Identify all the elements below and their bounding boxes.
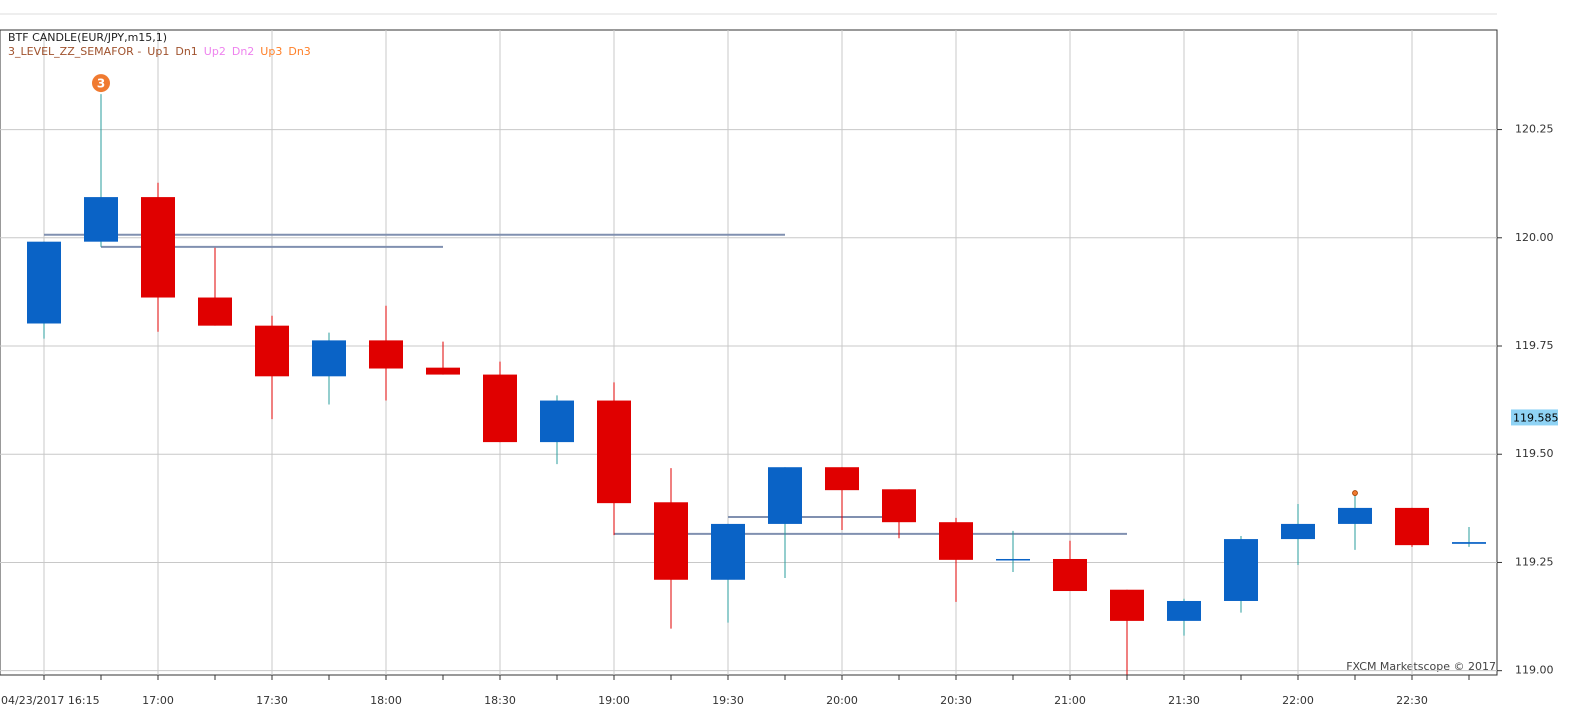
candle-body bbox=[255, 325, 289, 377]
legend-item: Dn1 bbox=[175, 45, 198, 58]
indicator-legend: 3_LEVEL_ZZ_SEMAFOR - Up1 Dn1 Up2 Dn2 Up3 Dn3 bbox=[8, 45, 317, 59]
candle-body bbox=[1338, 507, 1372, 524]
y-tick-label: 119.25 bbox=[1515, 555, 1554, 568]
legend-item: Up2 bbox=[203, 45, 226, 58]
candle-body bbox=[1281, 523, 1315, 540]
candle-body bbox=[1395, 507, 1429, 546]
x-tick-label: 21:00 bbox=[1054, 694, 1086, 707]
legend-item: Up1 bbox=[147, 45, 170, 58]
candle-body bbox=[483, 374, 517, 443]
semafor-label: 3 bbox=[97, 77, 105, 91]
candle-body bbox=[540, 400, 574, 443]
x-tick-label: 17:30 bbox=[256, 694, 288, 707]
legend-item: Dn3 bbox=[288, 45, 311, 58]
price-tag-label: 119.585 bbox=[1513, 411, 1559, 424]
legend: BTF CANDLE(EUR/JPY,m15,1) 3_LEVEL_ZZ_SEM… bbox=[8, 31, 317, 59]
candle-body bbox=[1224, 539, 1258, 601]
x-tick-label: 19:30 bbox=[712, 694, 744, 707]
legend-item: Up3 bbox=[260, 45, 283, 58]
candle-body bbox=[1053, 558, 1087, 592]
x-tick-label: 22:00 bbox=[1282, 694, 1314, 707]
plot-frame bbox=[0, 29, 1498, 676]
x-tick-label: 04/23/2017 16:15 bbox=[1, 694, 100, 707]
watermark: FXCM Marketscope © 2017 bbox=[1346, 660, 1496, 673]
y-tick-label: 119.75 bbox=[1515, 339, 1554, 352]
semafor-dot bbox=[1352, 490, 1358, 496]
semafor-marker bbox=[92, 74, 110, 93]
x-tick-label: 22:30 bbox=[1396, 694, 1428, 707]
x-tick-label: 19:00 bbox=[598, 694, 630, 707]
legend-item: Dn2 bbox=[231, 45, 255, 58]
candle-body bbox=[27, 241, 61, 324]
y-tick-label: 120.25 bbox=[1515, 123, 1554, 136]
candle-body bbox=[1167, 600, 1201, 621]
candle-body bbox=[141, 197, 175, 298]
candle-body bbox=[711, 523, 745, 580]
candle-body bbox=[939, 522, 973, 560]
candle-body bbox=[882, 489, 916, 523]
y-tick-label: 119.00 bbox=[1515, 664, 1554, 677]
x-tick-label: 20:00 bbox=[826, 694, 858, 707]
x-tick-label: 17:00 bbox=[142, 694, 174, 707]
x-tick-label: 21:30 bbox=[1168, 694, 1200, 707]
candle-body bbox=[312, 340, 346, 377]
candle-body bbox=[198, 297, 232, 326]
x-tick-label: 18:00 bbox=[370, 694, 402, 707]
candle-body bbox=[768, 467, 802, 524]
candle-body bbox=[426, 367, 460, 375]
candle-body bbox=[84, 197, 118, 242]
candle-body bbox=[825, 467, 859, 491]
candle-body bbox=[996, 558, 1030, 561]
candle-body bbox=[1110, 589, 1144, 621]
candle-body bbox=[1452, 542, 1486, 544]
candle-body bbox=[597, 400, 631, 504]
candle-body bbox=[654, 502, 688, 580]
indicator-name: 3_LEVEL_ZZ_SEMAFOR - bbox=[8, 45, 142, 58]
y-tick-label: 119.50 bbox=[1515, 447, 1554, 460]
title: BTF CANDLE(EUR/JPY,m15,1) bbox=[8, 31, 168, 44]
x-tick-label: 20:30 bbox=[940, 694, 972, 707]
candle-body bbox=[369, 340, 403, 369]
price-tag bbox=[1511, 409, 1558, 426]
x-tick-label: 18:30 bbox=[484, 694, 516, 707]
y-tick-label: 120.00 bbox=[1515, 231, 1554, 244]
